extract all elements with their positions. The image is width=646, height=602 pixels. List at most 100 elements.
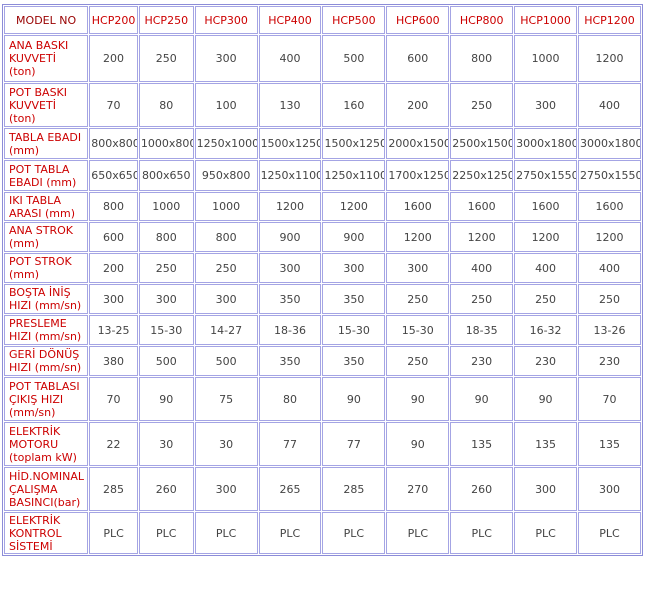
label-line: ANA STROK [9,224,73,237]
value-cell: 800 [194,222,258,252]
label-line: MOTORU [9,437,59,451]
row-label: POT TABLA EBADI (mm) [4,160,89,191]
value-cell: 1000 [514,35,578,82]
value-cell: 18-36 [258,315,322,345]
value-cell: 300 [138,284,194,314]
row-label: PRESLEME HIZI (mm/sn) [4,315,89,345]
value-cell: 285 [322,467,386,511]
value-cell: 380 [89,346,138,376]
value-cell: 70 [89,377,138,421]
table-row: POT TABLA EBADI (mm) 650x650 800x650 950x800… [4,160,641,191]
label-line: ELEKTRİK [9,424,61,438]
value-cell: 1600 [514,192,578,221]
value-cell: 250 [514,284,578,314]
row-label: ELEKTRİK MOTORU (toplam kW) [4,422,89,466]
value-cell: 200 [89,253,138,283]
value-cell: 300 [578,467,641,511]
label-line: TABLA EBADI [9,130,82,144]
row-label: IKI TABLA ARASI (mm) [4,192,89,221]
value-cell: 75 [194,377,258,421]
value-cell: 300 [258,253,322,283]
value-cell: 90 [450,377,514,421]
value-cell: 250 [386,346,450,376]
value-cell: 400 [514,253,578,283]
header-cell: HCP1000 [514,6,578,34]
value-cell: 1600 [386,192,450,221]
value-cell: 70 [578,377,641,421]
value-cell: 14-27 [194,315,258,345]
row-label: ELEKTRİK KONTROL SİSTEMİ [4,512,89,554]
value-cell: 900 [322,222,386,252]
label-line: ÇIKIŞ HIZI [9,392,64,406]
value-cell: 90 [386,377,450,421]
value-cell: 270 [386,467,450,511]
table-row: POT TABLASI ÇIKIŞ HIZI (mm/sn) 70 90 75 80 90 90… [4,377,641,421]
value-cell: 250 [450,284,514,314]
table-row: PRESLEME HIZI (mm/sn) 13-25 15-30 14-27 18-36… [4,315,641,345]
label-line: POT TABLA [9,162,70,176]
value-cell: 350 [258,346,322,376]
table-row: TABLA EBADI (mm) 800x800 1000x800 1250x1000 1… [4,128,641,159]
header-cell: HCP800 [450,6,514,34]
value-cell: 350 [322,346,386,376]
value-cell: 80 [138,83,194,127]
spec-table: MODEL NO HCP200 HCP250 HCP300 HCP400 HCP500 HC… [2,4,643,556]
value-cell: 2750x1550 [514,160,578,191]
value-cell: 135 [450,422,514,466]
value-cell: 30 [138,422,194,466]
value-cell: 200 [89,35,138,82]
value-cell: 16-32 [514,315,578,345]
value-cell: 300 [194,284,258,314]
table-row: IKI TABLA ARASI (mm) 800 1000 1000 1200 1200 16… [4,192,641,221]
header-cell: HCP500 [322,6,386,34]
value-cell: 90 [138,377,194,421]
label-line: ARASI (mm) [9,206,75,220]
row-label: ANA STROK (mm) [4,222,89,252]
value-cell: PLC [578,512,641,554]
header-cell: HCP600 [386,6,450,34]
label-line: POT STROK [9,255,72,268]
value-cell: 135 [578,422,641,466]
label-line: HİD.NOMINAL [9,469,84,483]
value-cell: 300 [514,467,578,511]
value-cell: 80 [258,377,322,421]
table-row: ANA STROK (mm) 600 800 800 900 900 1200 1200 1200… [4,222,641,252]
value-cell: 200 [386,83,450,127]
row-label: POT BASKI KUVVETİ (ton) [4,83,89,127]
value-cell: 15-30 [138,315,194,345]
value-cell: 18-35 [450,315,514,345]
table-body: MODEL NO HCP200 HCP250 HCP300 HCP400 HCP500 HC… [4,6,641,554]
value-cell: 15-30 [386,315,450,345]
label-line: GERİ DÖNÜŞ [9,348,80,361]
value-cell: 1200 [514,222,578,252]
value-cell: 800 [138,222,194,252]
row-label: POT TABLASI ÇIKIŞ HIZI (mm/sn) [4,377,89,421]
value-cell: 1000x800 [138,128,194,159]
header-cell: HCP400 [258,6,322,34]
value-cell: 77 [322,422,386,466]
value-cell: 285 [89,467,138,511]
value-cell: 800x650 [138,160,194,191]
label-line: (mm) [9,143,40,157]
value-cell: 3000x1800 [514,128,578,159]
value-cell: 1700x1250 [386,160,450,191]
label-line: (mm) [9,268,40,281]
table-row: ANA BASKI KUVVETİ (ton) 200 250 300 400 500 600 8… [4,35,641,82]
table-row: GERİ DÖNÜŞ HIZI (mm/sn) 380 500 500 350 350 250… [4,346,641,376]
value-cell: 15-30 [322,315,386,345]
value-cell: 90 [386,422,450,466]
value-cell: PLC [386,512,450,554]
value-cell: 13-25 [89,315,138,345]
value-cell: 250 [138,253,194,283]
label-line: POT TABLASI [9,379,80,393]
value-cell: 600 [386,35,450,82]
value-cell: 30 [194,422,258,466]
label-line: BASINCI(bar) [9,495,81,509]
label-line: HIZI (mm/sn) [9,299,82,312]
value-cell: 260 [450,467,514,511]
value-cell: 90 [322,377,386,421]
value-cell: 1250x1100 [258,160,322,191]
row-label: TABLA EBADI (mm) [4,128,89,159]
row-label: POT STROK (mm) [4,253,89,283]
